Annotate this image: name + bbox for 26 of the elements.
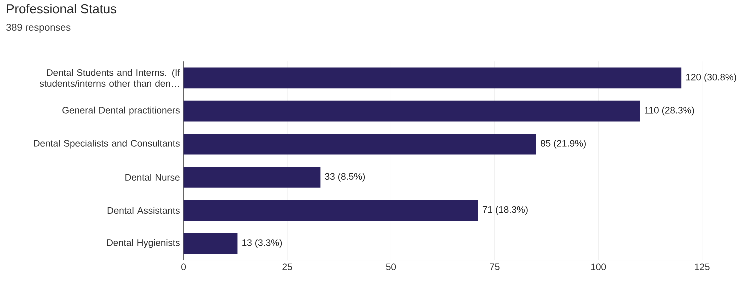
bar (184, 100, 640, 122)
data-label: 120 (30.8%) (686, 74, 736, 82)
y-tick-label: Dental Students and Interns. (If students/interns other than den… (40, 69, 180, 88)
data-label: 71 (18.3%) (482, 206, 528, 215)
x-tick-label: 0 (182, 264, 186, 270)
x-tick-label: 75 (490, 264, 500, 270)
text: Professional Status (7, 4, 117, 14)
text: 389 responses (6, 24, 71, 33)
y-tick-label: Dental Nurse (126, 174, 180, 181)
x-tick-label: 25 (282, 264, 292, 270)
x-tick-label: 50 (386, 264, 396, 270)
bar (184, 167, 321, 188)
y-tick-label: Dental Assistants (108, 207, 180, 214)
bar (184, 134, 536, 155)
bar (184, 68, 682, 89)
x-tick-label: 100 (592, 264, 606, 270)
bar (184, 233, 238, 254)
y-tick-label: Dental Specialists and Consultants (34, 140, 180, 149)
data-label: 33 (8.5%) (325, 173, 366, 182)
y-tick-label: Dental Hygienists (107, 239, 180, 248)
y-tick-label: General Dental practitioners (62, 106, 180, 116)
data-label: 85 (21.9%) (540, 140, 586, 149)
bar (184, 200, 478, 221)
data-label: 110 (28.3%) (645, 106, 694, 116)
data-label: 13 (3.3%) (242, 239, 282, 248)
x-tick-label: 125 (695, 264, 710, 270)
